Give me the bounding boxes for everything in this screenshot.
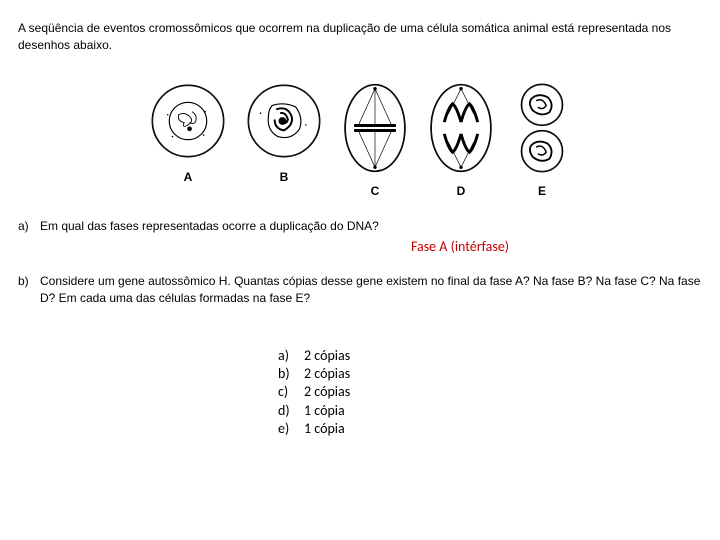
ans-text: 2 cópias: [304, 383, 350, 401]
ans-letter: e): [278, 420, 304, 438]
cell-b-label: B: [280, 170, 289, 184]
cell-c-svg: [341, 82, 409, 174]
answer-row-e: e) 1 cópia: [278, 420, 702, 438]
ans-letter: d): [278, 402, 304, 420]
intro-text: A seqüência de eventos cromossômicos que…: [18, 20, 702, 54]
answer-row-d: d) 1 cópia: [278, 402, 702, 420]
answer-row-c: c) 2 cópias: [278, 383, 702, 401]
ans-letter: a): [278, 347, 304, 365]
cell-d: D: [427, 82, 495, 198]
ans-letter: b): [278, 365, 304, 383]
cell-d-label: D: [457, 184, 466, 198]
cell-a-svg: [149, 82, 227, 160]
question-b-letter: b): [18, 273, 40, 307]
cell-a-label: A: [184, 170, 193, 184]
question-a-letter: a): [18, 218, 40, 235]
cell-b: B: [245, 82, 323, 198]
answer-list: a) 2 cópias b) 2 cópias c) 2 cópias d) 1…: [278, 347, 702, 438]
question-b: b) Considere um gene autossômico H. Quan…: [18, 273, 702, 307]
ans-text: 2 cópias: [304, 365, 350, 383]
question-a: a) Em qual das fases representadas ocorr…: [18, 218, 702, 235]
ans-text: 1 cópia: [304, 420, 345, 438]
cell-a: A: [149, 82, 227, 198]
answer-row-b: b) 2 cópias: [278, 365, 702, 383]
ans-text: 2 cópias: [304, 347, 350, 365]
question-a-text: Em qual das fases representadas ocorre a…: [40, 218, 379, 235]
question-b-text: Considere um gene autossômico H. Quantas…: [40, 273, 702, 307]
cell-e-label: E: [538, 184, 546, 198]
answer-a: Fase A (intérfase): [218, 238, 702, 255]
cell-e-svg: [513, 82, 571, 174]
ans-text: 1 cópia: [304, 402, 345, 420]
cell-c: C: [341, 82, 409, 198]
ans-letter: c): [278, 383, 304, 401]
cell-e: E: [513, 82, 571, 198]
cell-d-svg: [427, 82, 495, 174]
cell-b-svg: [245, 82, 323, 160]
answer-row-a: a) 2 cópias: [278, 347, 702, 365]
cell-c-label: C: [371, 184, 380, 198]
mitosis-diagram: A B C: [18, 82, 702, 198]
